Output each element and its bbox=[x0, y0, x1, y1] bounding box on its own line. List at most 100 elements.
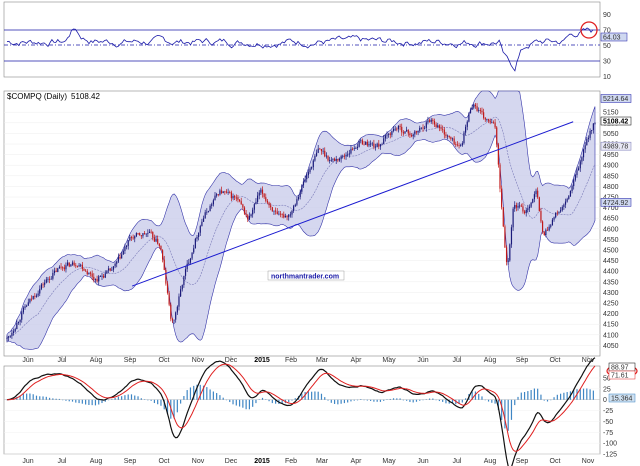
macd-hist-bar bbox=[530, 390, 532, 400]
candle-body bbox=[35, 295, 38, 297]
x-tick-bottom-7: 2015 bbox=[254, 458, 270, 465]
x-tick-bottom-1: Jul bbox=[58, 458, 67, 465]
macd-hist-bar bbox=[91, 399, 93, 406]
candle-body bbox=[122, 250, 124, 255]
macd-hist-bar bbox=[501, 399, 503, 420]
candle-body bbox=[378, 143, 380, 147]
price-tick-16: 4350 bbox=[603, 279, 619, 286]
candle-body bbox=[371, 143, 373, 145]
candle-body bbox=[350, 148, 352, 154]
candle-body bbox=[342, 155, 344, 157]
candle-body bbox=[424, 127, 426, 129]
rsi-highlight-circle bbox=[580, 21, 598, 39]
candle-body bbox=[569, 191, 572, 197]
macd-hist-bar bbox=[347, 399, 349, 403]
macd-hist-bar bbox=[425, 399, 427, 400]
macd-hist-bar bbox=[199, 384, 201, 400]
candle-body bbox=[345, 154, 347, 157]
candle-body bbox=[94, 278, 97, 280]
candle-body bbox=[129, 237, 131, 241]
candle-body bbox=[199, 226, 201, 233]
candle-body bbox=[30, 298, 33, 300]
macd-hist-bar bbox=[523, 392, 526, 400]
candle-body bbox=[40, 284, 42, 289]
macd-hist-bar bbox=[275, 399, 277, 404]
macd-hist-bar bbox=[406, 399, 408, 401]
macd-hist-bar bbox=[409, 399, 411, 402]
candle-body bbox=[111, 269, 113, 271]
macd-hist-bar bbox=[330, 399, 332, 403]
macd-tick-1: 25 bbox=[603, 386, 611, 393]
price-label-last_label: 5108.42 bbox=[603, 119, 628, 126]
candle-body bbox=[540, 211, 542, 222]
candle-body bbox=[386, 134, 388, 136]
candle-body bbox=[486, 119, 488, 120]
candle-body bbox=[433, 121, 436, 125]
macd-hist-bar bbox=[563, 392, 565, 400]
macd-hist-bar bbox=[153, 399, 156, 404]
price-tick-21: 4100 bbox=[603, 332, 619, 339]
candle-body bbox=[537, 190, 539, 198]
candle-body bbox=[234, 196, 236, 198]
macd-hist-bar bbox=[478, 393, 480, 400]
macd-hist-bar bbox=[412, 399, 414, 403]
macd-hist-bar bbox=[117, 396, 119, 400]
candle-body bbox=[65, 265, 67, 270]
macd-tick-6: -100 bbox=[603, 441, 617, 448]
macd-hist-bar bbox=[383, 399, 385, 401]
x-tick-bottom-14: Aug bbox=[484, 458, 497, 465]
candle-body bbox=[62, 267, 64, 269]
candle-body bbox=[11, 332, 13, 336]
candle-body bbox=[176, 306, 178, 313]
macd-hist-bar bbox=[124, 395, 126, 400]
x-tick-bottom-5: Nov bbox=[192, 458, 205, 465]
candle-body bbox=[558, 211, 560, 213]
rsi-line bbox=[6, 27, 594, 72]
candle-body bbox=[360, 140, 362, 142]
rsi-panel bbox=[3, 1, 601, 78]
candle-body bbox=[407, 129, 409, 134]
macd-hist-bar bbox=[88, 399, 90, 405]
macd-hist-bar bbox=[229, 399, 231, 403]
candle-body bbox=[183, 275, 185, 286]
candle-body bbox=[214, 195, 216, 201]
candle-body bbox=[348, 153, 350, 155]
price-tick-13: 4500 bbox=[603, 248, 619, 255]
price-tick-10: 4650 bbox=[603, 216, 619, 223]
x-tick-top-10: Apr bbox=[351, 357, 363, 364]
macd-hist-bar bbox=[428, 398, 431, 400]
macd-hist-bar bbox=[137, 396, 139, 400]
x-tick-bottom-8: Feb bbox=[285, 458, 297, 465]
candle-body bbox=[458, 145, 460, 146]
candle-body bbox=[250, 214, 252, 217]
candle-body bbox=[330, 159, 332, 161]
candle-body bbox=[576, 170, 578, 176]
price-tick-19: 4200 bbox=[603, 311, 619, 318]
price-tick-20: 4150 bbox=[603, 322, 619, 329]
x-tick-bottom-12: Jun bbox=[417, 458, 428, 465]
price-tick-5: 4900 bbox=[603, 163, 619, 170]
price-label-box-middle_band_label bbox=[600, 141, 632, 151]
price-label-box-lower_band_label bbox=[600, 198, 632, 207]
candle-body bbox=[26, 305, 28, 307]
macd-hist-bar bbox=[26, 393, 28, 400]
candle-body bbox=[388, 133, 390, 135]
candle-body bbox=[532, 199, 534, 203]
candle-body bbox=[546, 229, 549, 231]
rsi-tick-4: 10 bbox=[603, 74, 611, 81]
candle-body bbox=[252, 209, 254, 215]
macd-hist-bar bbox=[85, 399, 87, 405]
candle-body bbox=[440, 127, 442, 129]
macd-hist-bar bbox=[422, 399, 424, 401]
candle-body bbox=[268, 202, 270, 206]
price-candles bbox=[6, 103, 596, 343]
candle-body bbox=[191, 252, 193, 259]
candle-body bbox=[414, 131, 416, 135]
macd-hist-bar bbox=[186, 390, 188, 400]
price-tick-7: 4800 bbox=[603, 184, 619, 191]
macd-hist-bar bbox=[481, 396, 483, 400]
price-label-middle_band_label: 4989.78 bbox=[603, 144, 628, 151]
macd-label-box-signal_label bbox=[608, 370, 636, 380]
macd-hist-bar bbox=[130, 394, 133, 400]
macd-hist-bar bbox=[356, 399, 359, 401]
